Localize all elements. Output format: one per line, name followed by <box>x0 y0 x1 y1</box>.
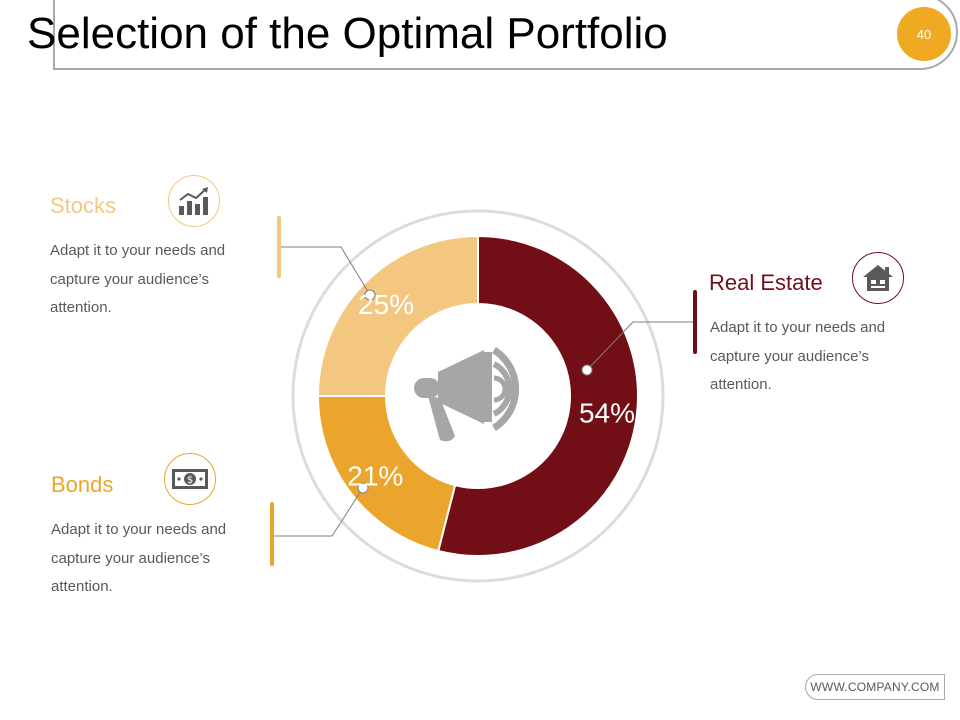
bonds-description: Adapt it to your needs and capture your … <box>51 521 227 595</box>
leader-line-bonds <box>273 487 364 537</box>
real-estate-icon-circle <box>852 252 904 304</box>
footer-url: WWW.COMPANY.COM <box>805 674 945 700</box>
real-estate-accent-bar <box>693 290 697 354</box>
leader-dot-bonds <box>357 482 369 494</box>
bonds-icon-circle: $ <box>164 453 216 505</box>
bonds-accent-bar <box>270 502 274 566</box>
bonds-label: Bonds <box>51 472 114 497</box>
bar-chart-trend-icon <box>179 187 208 215</box>
outer-ring <box>291 209 665 583</box>
page-number-badge: 40 <box>897 7 951 61</box>
svg-text:$: $ <box>187 475 193 486</box>
real-estate-description: Adapt it to your needs and capture your … <box>710 319 886 393</box>
stocks-label: Stocks <box>50 193 117 218</box>
stocks-description: Adapt it to your needs and capture your … <box>50 242 226 316</box>
slice-label-bonds: 21% <box>347 461 403 492</box>
page-title: Selection of the Optimal Portfolio <box>27 9 668 58</box>
money-bill-icon: $ <box>172 469 208 489</box>
header-frame <box>53 0 958 70</box>
slice-label-real-estate: 54% <box>579 397 635 428</box>
slice-bonds <box>316 395 457 553</box>
slice-real-estate <box>436 234 639 557</box>
stocks-accent-bar <box>277 216 281 278</box>
leader-line-stocks <box>280 246 371 296</box>
stocks-icon-circle <box>168 175 220 227</box>
real-estate-label: Real Estate <box>709 270 823 295</box>
megaphone-icon <box>414 347 520 442</box>
house-icon <box>863 265 893 291</box>
leader-dot-real-estate <box>581 364 593 376</box>
slice-label-stocks: 25% <box>358 289 414 320</box>
leader-line-real-estate <box>586 321 694 371</box>
leader-dot-stocks <box>364 289 376 301</box>
slice-stocks <box>316 234 479 397</box>
